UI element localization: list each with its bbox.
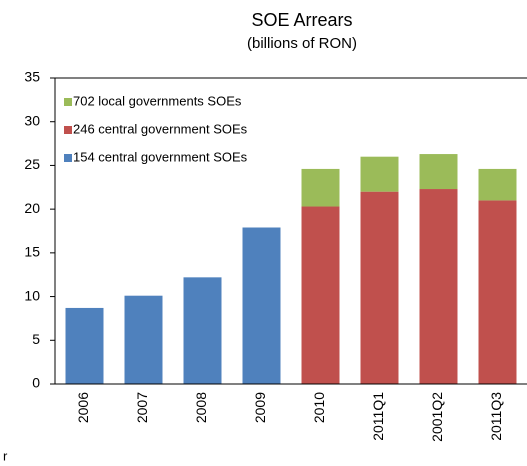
legend-label: 154 central government SOEs <box>73 149 248 164</box>
bar-segment <box>419 154 458 190</box>
bar-segment <box>301 168 340 207</box>
y-tick-label: 5 <box>32 331 40 347</box>
x-tick-label: 2011Q1 <box>370 392 386 441</box>
bar-segment <box>124 295 163 384</box>
bar-segment <box>65 307 104 384</box>
legend-swatch <box>64 126 72 134</box>
legend-label: 702 local governments SOEs <box>73 93 242 108</box>
chart-subtitle: (billions of RON) <box>247 35 357 52</box>
x-tick-label: 2001Q2 <box>429 392 445 442</box>
bar-segment <box>360 156 399 192</box>
x-tick-label: 2011Q3 <box>488 392 504 441</box>
y-tick-label: 0 <box>32 375 40 391</box>
legend-swatch <box>64 98 72 106</box>
y-tick-label: 30 <box>24 112 40 128</box>
bar-segment <box>301 206 340 384</box>
legend-label: 246 central government SOEs <box>73 121 248 136</box>
x-tick-label: 2009 <box>252 392 268 423</box>
bar-segment <box>419 189 458 384</box>
x-tick-label: 2007 <box>134 392 150 423</box>
bar-segment <box>183 277 222 384</box>
chart-title: SOE Arrears <box>251 10 352 30</box>
bar-segment <box>242 227 281 384</box>
x-tick-label: 2008 <box>193 392 209 423</box>
legend-swatch <box>64 154 72 162</box>
bar-segment <box>478 200 517 384</box>
y-tick-label: 20 <box>24 200 40 216</box>
y-tick-label: 25 <box>24 156 40 172</box>
x-tick-label: 2010 <box>311 392 327 423</box>
y-tick-label: 35 <box>24 69 40 85</box>
y-tick-label: 10 <box>24 287 40 303</box>
bar-segment <box>478 168 517 201</box>
y-tick-label: 15 <box>24 244 40 260</box>
note: r <box>3 448 8 463</box>
bar-segment <box>360 191 399 384</box>
x-tick-label: 2006 <box>75 392 91 423</box>
